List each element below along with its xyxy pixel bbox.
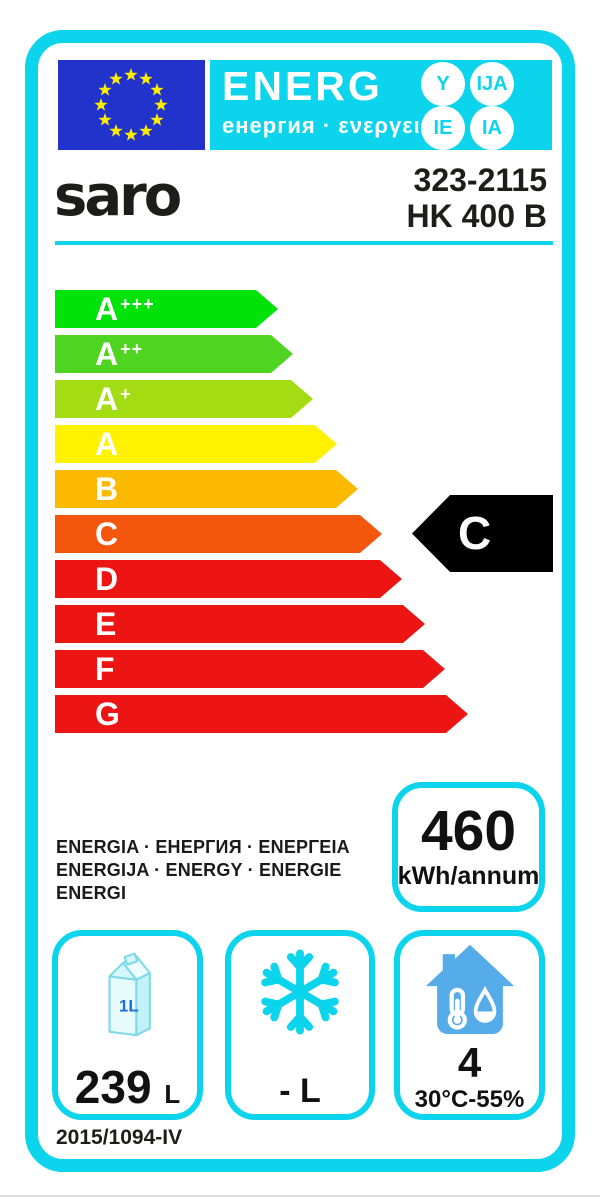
class-arrow-a1: A + [55,380,313,418]
freezer-volume-value: - L [279,1072,321,1110]
house-icon [423,936,517,1040]
class-arrow-g: G [55,695,468,733]
class-arrow-a2: A ++ [55,335,293,373]
class-label: C [95,516,119,552]
brand-logo: saro [54,164,182,229]
energ-subtitle: енергия · ενεργεια [222,113,436,138]
class-arrow-c: C [55,515,382,553]
svg-text:1L: 1L [119,997,139,1016]
class-label: A ++ [95,336,144,372]
scan-artifact-line [0,1195,600,1197]
freezer-volume-box: - L [225,930,375,1120]
energ-header: ENERG енергия · ενεργεια Y IJA IE IA [210,60,552,150]
eu-flag-icon [58,60,205,150]
class-arrow-a: A [55,425,337,463]
class-arrow-b: B [55,470,358,508]
lang-circle-ia: IA [470,106,514,150]
class-arrow-a3: A +++ [55,290,278,328]
header-divider [55,241,553,245]
energy-words: ENERGIA · ЕНЕРГИЯ · ΕΝΕΡΓΕΙΑ ENERGIJA · … [56,836,350,905]
climate-box: 4 30°C-55% [394,930,545,1120]
consumption-value: 460 [420,798,517,863]
class-label: E [95,606,117,642]
class-label: D [95,561,119,597]
class-label: A +++ [95,291,155,327]
lang-circle-y: Y [421,62,465,106]
rating-letter: C [458,507,492,559]
lang-circle-ie: IE [421,106,465,150]
class-label: B [95,471,119,507]
milk-carton-icon: 1L [86,936,170,1052]
fridge-volume-value: 239 L [74,1061,181,1113]
class-label: A + [95,381,132,417]
snowflake-icon [254,936,346,1048]
climate-class-value: 4 [457,1039,482,1086]
model-block: 323-2115 HK 400 B [280,162,548,234]
lang-circle-ija: IJA [470,62,514,106]
model-number: HK 400 B [406,198,548,234]
consumption-box: 460 kWh/annum [392,782,545,912]
article-number: 323-2115 [413,162,547,198]
class-arrow-e: E [55,605,425,643]
energy-words-line3: ENERGI [56,883,127,903]
energy-words-line1: ENERGIA · ЕНЕРГИЯ · ΕΝΕΡΓΕΙΑ [56,837,350,857]
class-label: A [95,426,119,462]
fridge-volume-box: 1L 239 L [52,930,203,1120]
class-arrow-f: F [55,650,445,688]
class-label: G [95,696,120,732]
class-label: F [95,651,115,687]
consumption-unit: kWh/annum [397,861,540,890]
class-arrow-d: D [55,560,402,598]
energy-words-line2: ENERGIJA · ENERGY · ENERGIE [56,860,342,880]
climate-condition: 30°C-55% [414,1086,525,1113]
regulation-number: 2015/1094-IV [56,1126,183,1149]
energ-title: ENERG [222,63,383,109]
